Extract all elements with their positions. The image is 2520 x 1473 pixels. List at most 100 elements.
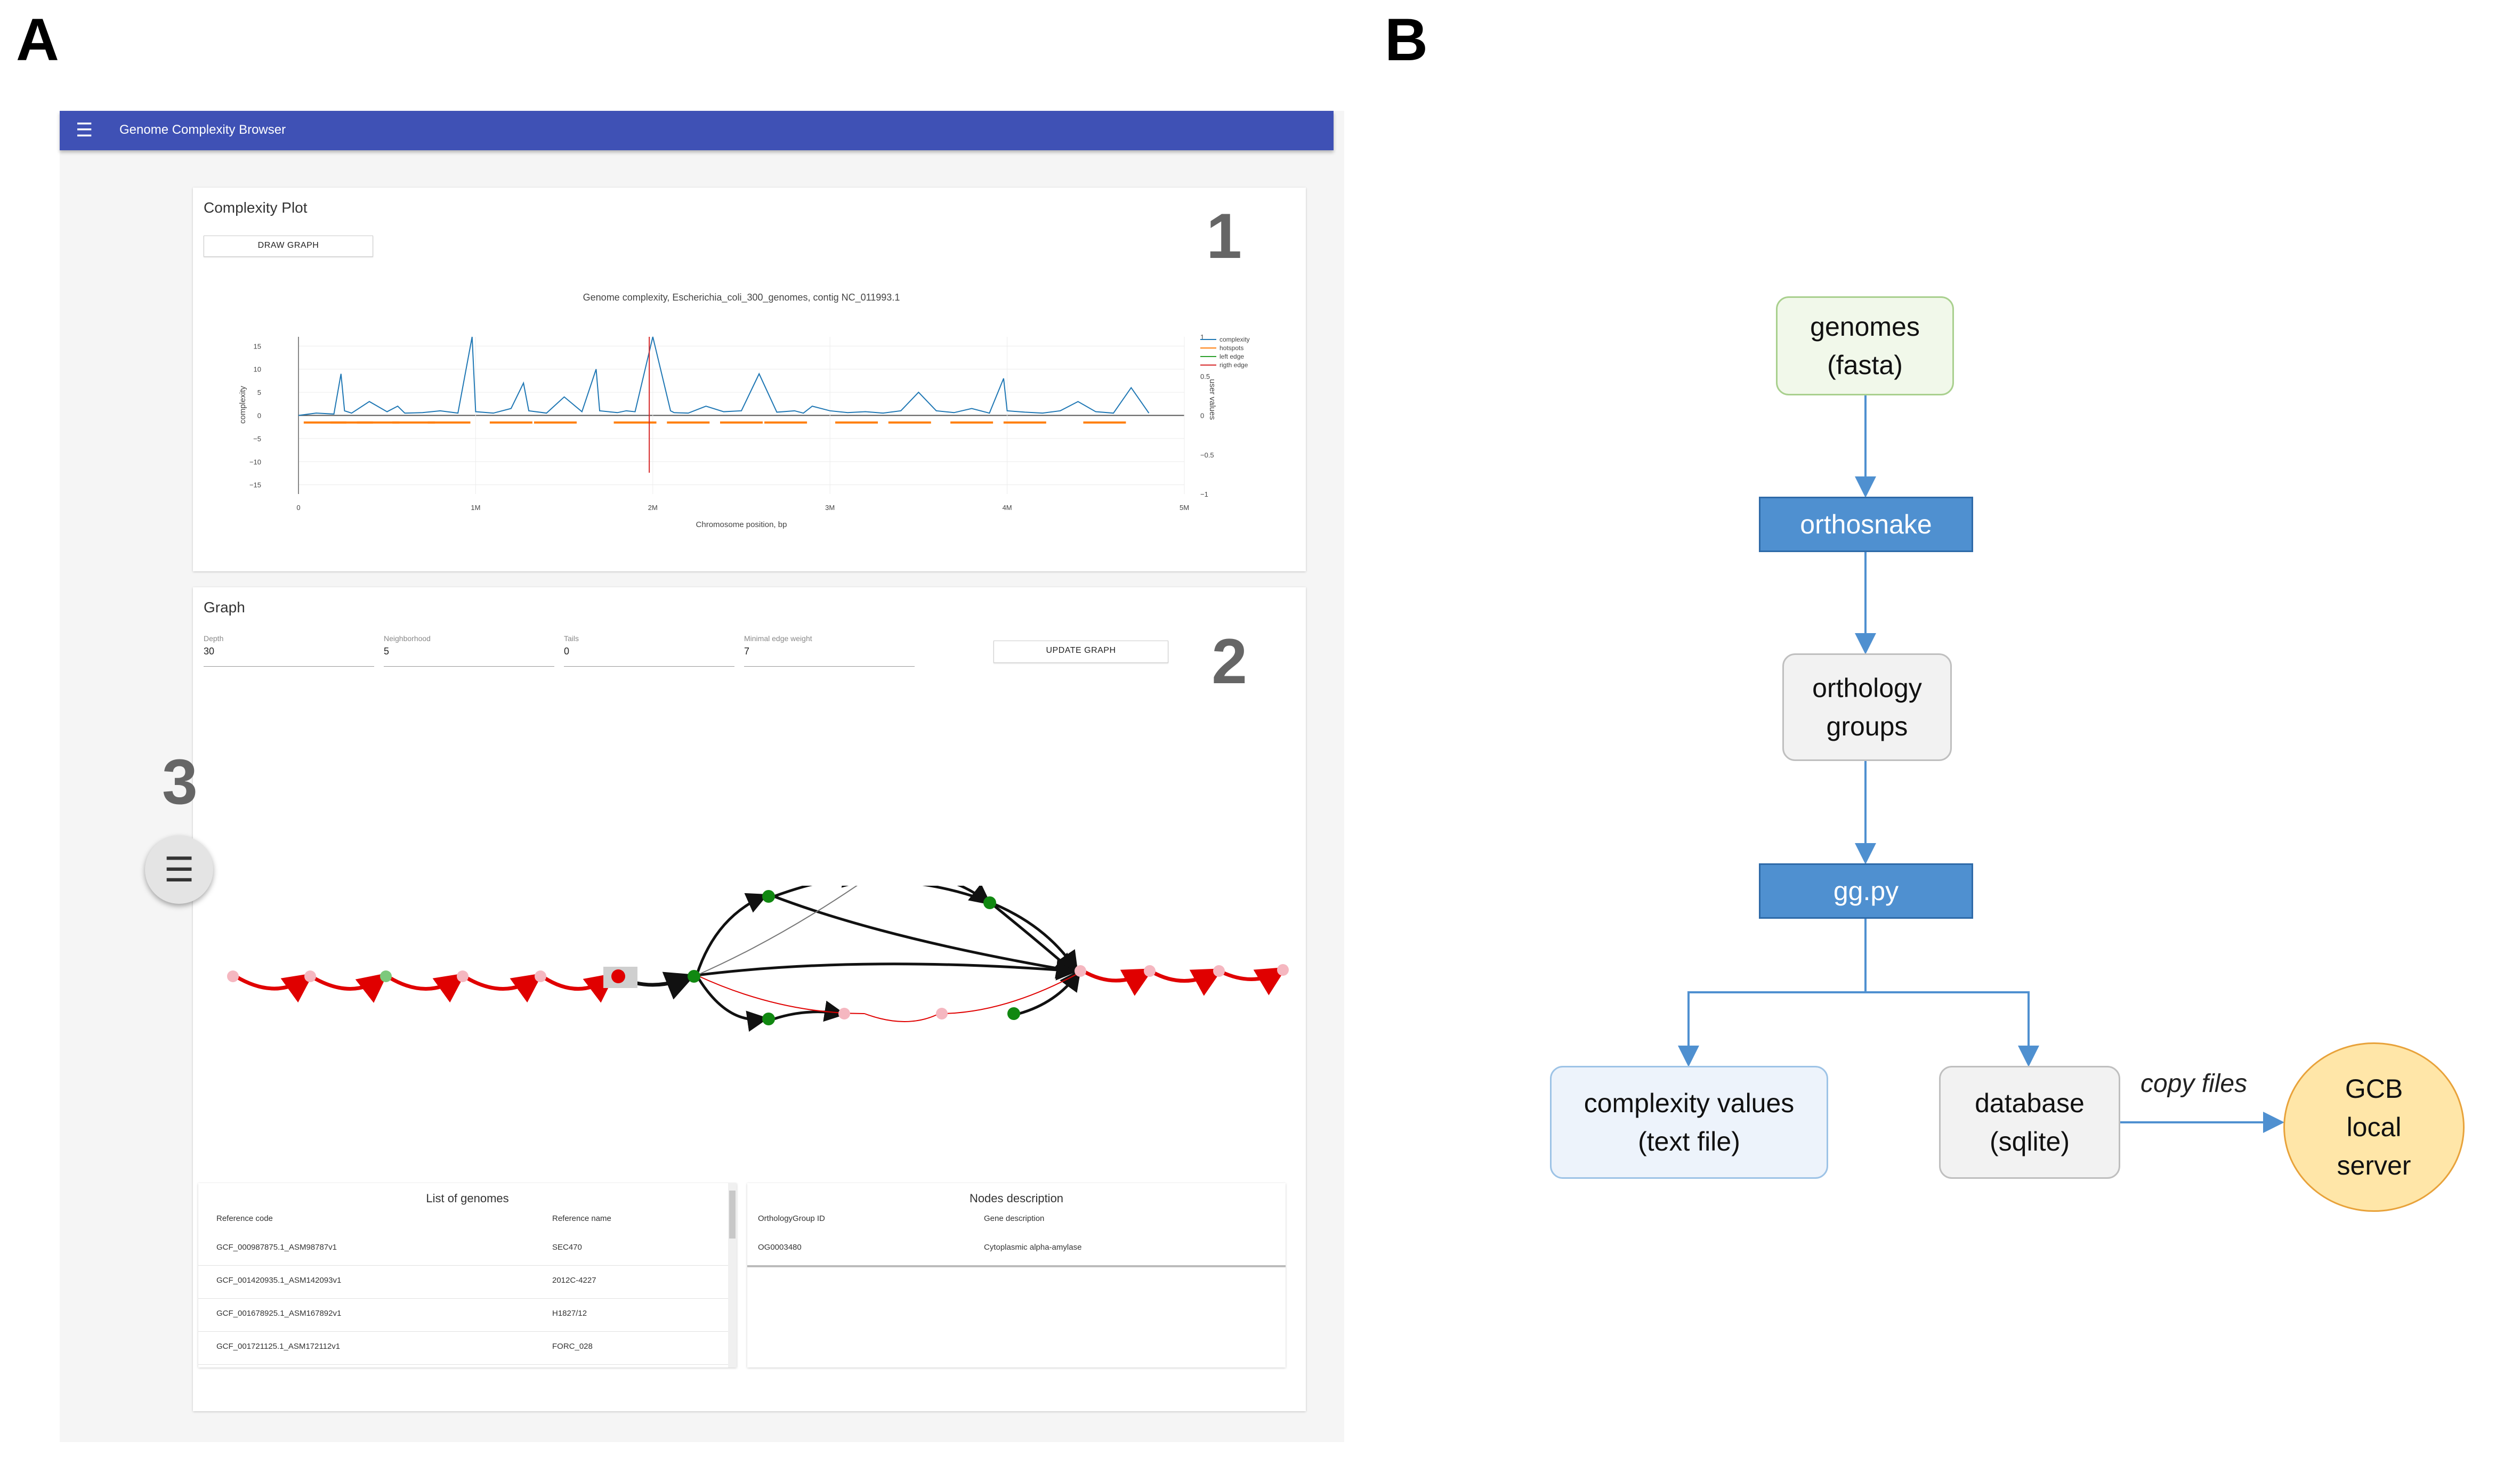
graph-edge: [1221, 967, 1287, 996]
graph-edge: [696, 959, 1078, 981]
arrow-to-complexity: [1678, 991, 1865, 1067]
tails-field[interactable]: Tails 0: [564, 634, 734, 667]
cell-gene-description: Cytoplasmic alpha-amylase: [984, 1243, 1082, 1252]
hotspot-mark: [392, 421, 435, 424]
node-text: complexity values: [1584, 1088, 1795, 1118]
y-tick-label: 15: [254, 342, 261, 350]
graph-node: [1075, 965, 1086, 977]
graph-edge: [696, 886, 858, 976]
node-text: genomes: [1810, 312, 1920, 342]
x-axis-label: Chromosome position, bp: [696, 520, 787, 529]
min-edge-weight-label: Minimal edge weight: [744, 634, 812, 643]
flow-node-gcb-local-server: GCB local server: [2283, 1042, 2465, 1212]
min-edge-weight-field[interactable]: Minimal edge weight 7: [744, 634, 915, 667]
graph-edge: [543, 973, 616, 1003]
draw-graph-button[interactable]: DRAW GRAPH: [204, 236, 373, 257]
graph-edge: [695, 974, 769, 1032]
graph-edge: [773, 895, 1078, 979]
app-title: Genome Complexity Browser: [119, 123, 286, 137]
col-header-reference-code: Reference code: [216, 1214, 273, 1223]
graph-edge: [939, 973, 1078, 1014]
table-row[interactable]: GCF_001678925.1_ASM167892v1 H1827/12: [198, 1298, 737, 1332]
menu-icon: ☰: [164, 851, 195, 889]
menu-icon[interactable]: ☰: [76, 119, 93, 141]
flow-node-orthology-groups: orthology groups: [1782, 653, 1952, 761]
col-header-gene-description: Gene description: [984, 1214, 1045, 1223]
flow-node-genomes: genomes (fasta): [1776, 296, 1954, 395]
graph-node: [1277, 964, 1289, 976]
graph-node: [457, 970, 469, 982]
node-text: local: [2346, 1112, 2402, 1142]
graph-node: [838, 1008, 850, 1019]
scrollbar-thumb[interactable]: [729, 1191, 736, 1239]
table-row[interactable]: GCF_000987875.1_ASM98787v1 SEC470: [198, 1232, 737, 1266]
neighborhood-field[interactable]: Neighborhood 5: [384, 634, 554, 667]
genomes-table-scrollbar[interactable]: [728, 1183, 737, 1367]
y2-tick-label: 1: [1200, 333, 1204, 341]
complexity-plot-title: Complexity Plot: [204, 199, 308, 216]
gene-neighborhood-graph[interactable]: [193, 886, 1306, 1163]
node-text: groups: [1826, 711, 1908, 741]
y-tick-label: −5: [253, 435, 261, 443]
y-axis-label: complexity: [238, 386, 247, 424]
cell-reference-code: GCF_001721125.1_ASM172112v1: [216, 1342, 341, 1351]
node-text: GCB: [2345, 1074, 2403, 1104]
cell-reference-name: H1827/12: [552, 1309, 587, 1318]
legend-label: left edge: [1219, 353, 1244, 360]
hotspot-mark: [1083, 421, 1126, 424]
update-graph-button[interactable]: UPDATE GRAPH: [994, 641, 1168, 663]
node-text: database: [1975, 1088, 2085, 1118]
flow-node-orthosnake: orthosnake: [1759, 497, 1973, 552]
min-edge-weight-value[interactable]: 7: [744, 646, 750, 657]
graph-edge: [388, 973, 466, 1003]
node-text: orthosnake: [1800, 509, 1932, 539]
cell-orthology-group-id: OG0003480: [758, 1243, 802, 1252]
annotation-number-3: 3: [162, 746, 198, 818]
complexity-chart[interactable]: Genome complexity, Escherichia_coli_300_…: [193, 188, 1306, 571]
node-text: (sqlite): [1989, 1127, 2070, 1156]
graph-node: [1144, 965, 1156, 977]
table-row[interactable]: OG0003480 Cytoplasmic alpha-amylase: [747, 1232, 1286, 1267]
tails-value[interactable]: 0: [564, 646, 570, 657]
legend-label: rigth edge: [1219, 361, 1248, 369]
hotspot-mark: [835, 421, 878, 424]
chart-title: Genome complexity, Escherichia_coli_300_…: [583, 292, 900, 303]
hotspot-mark: [720, 421, 763, 424]
cell-reference-code: GCF_000987875.1_ASM98787v1: [216, 1243, 337, 1252]
hotspot-mark: [534, 421, 577, 424]
graph-edge: [864, 1013, 940, 1022]
graph-node: [535, 970, 546, 982]
hotspot-mark: [888, 421, 931, 424]
cell-reference-code: GCF_001420935.1_ASM142093v1: [216, 1276, 342, 1285]
table-row[interactable]: GCF_001721125.1_ASM172112v1 FORC_028: [198, 1331, 737, 1365]
app-bar: ☰ Genome Complexity Browser: [60, 111, 1334, 150]
neighborhood-label: Neighborhood: [384, 634, 431, 643]
col-header-reference-name: Reference name: [552, 1214, 611, 1223]
hotspot-mark: [303, 421, 346, 424]
y2-tick-label: −1: [1200, 490, 1208, 498]
series-line-complexity: [298, 336, 1150, 416]
depth-label: Depth: [204, 634, 224, 643]
col-header-orthology-group-id: OrthologyGroup ID: [758, 1214, 825, 1223]
depth-field[interactable]: Depth 30: [204, 634, 374, 667]
graph-edge: [1019, 969, 1081, 1015]
annotation-number-2: 2: [1211, 626, 1247, 697]
x-tick-label: 1M: [471, 504, 480, 512]
graph-node: [611, 969, 625, 983]
y-tick-label: 5: [257, 389, 261, 396]
table-row[interactable]: GCF_001420935.1_ASM142093v1 2012C-4227: [198, 1265, 737, 1299]
cell-reference-name: SEC470: [552, 1243, 582, 1252]
hotspot-mark: [489, 421, 532, 424]
x-tick-label: 5M: [1180, 504, 1189, 512]
floating-menu-button[interactable]: ☰: [145, 836, 213, 904]
genomes-table: List of genomes Reference code Reference…: [198, 1183, 737, 1367]
depth-value[interactable]: 30: [204, 646, 215, 657]
x-tick-label: 3M: [825, 504, 835, 512]
node-text: (text file): [1638, 1127, 1740, 1156]
graph-nodes[interactable]: [227, 886, 1289, 1025]
graph-node: [688, 970, 700, 983]
annotation-number-1: 1: [1206, 200, 1242, 272]
neighborhood-value[interactable]: 5: [384, 646, 390, 657]
cell-reference-name: FORC_028: [552, 1342, 593, 1351]
